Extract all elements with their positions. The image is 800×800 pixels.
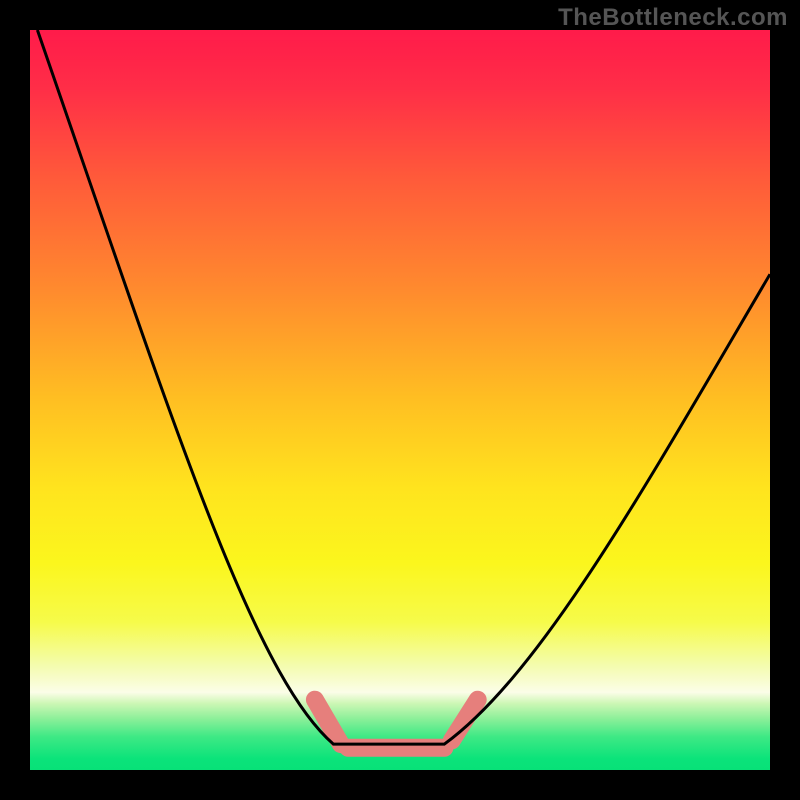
plot-area bbox=[30, 30, 770, 770]
chart-svg bbox=[30, 30, 770, 770]
watermark-text: TheBottleneck.com bbox=[558, 4, 788, 32]
gradient-background bbox=[30, 30, 770, 770]
